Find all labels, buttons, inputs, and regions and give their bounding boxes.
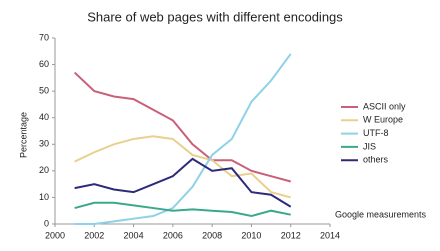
line-series	[74, 135, 291, 199]
x-tick-label: 2008	[202, 230, 222, 240]
legend-label: JIS	[363, 141, 376, 151]
legend-label: W Europe	[363, 115, 403, 125]
chart-title: Share of web pages with different encodi…	[87, 9, 343, 24]
x-tick-label: 2000	[45, 230, 65, 240]
x-tick-label: 2006	[163, 230, 183, 240]
y-tick-label: 60	[39, 59, 49, 69]
y-tick-label: 30	[39, 139, 49, 149]
x-tick-label: 2012	[281, 230, 301, 240]
y-axis-label: Percentage	[18, 112, 28, 158]
y-tick-label: 70	[39, 32, 49, 42]
line-series	[74, 53, 292, 225]
y-tick-label: 50	[39, 86, 49, 96]
legend-label: UTF-8	[363, 128, 389, 138]
annotation: Google measurements	[335, 209, 427, 219]
x-tick-label: 2002	[84, 230, 104, 240]
legend-label: ASCII only	[363, 101, 406, 111]
y-tick-label: 40	[39, 112, 49, 122]
x-tick-label: 2010	[241, 230, 261, 240]
line-series	[74, 157, 292, 208]
x-tick-label: 2014	[320, 230, 340, 240]
y-tick-label: 0	[44, 218, 49, 228]
legend-label: others	[363, 155, 389, 165]
x-tick-label: 2004	[124, 230, 144, 240]
line-series	[74, 201, 291, 218]
y-tick-label: 10	[39, 192, 49, 202]
line-series	[73, 71, 291, 183]
y-tick-label: 20	[39, 165, 49, 175]
